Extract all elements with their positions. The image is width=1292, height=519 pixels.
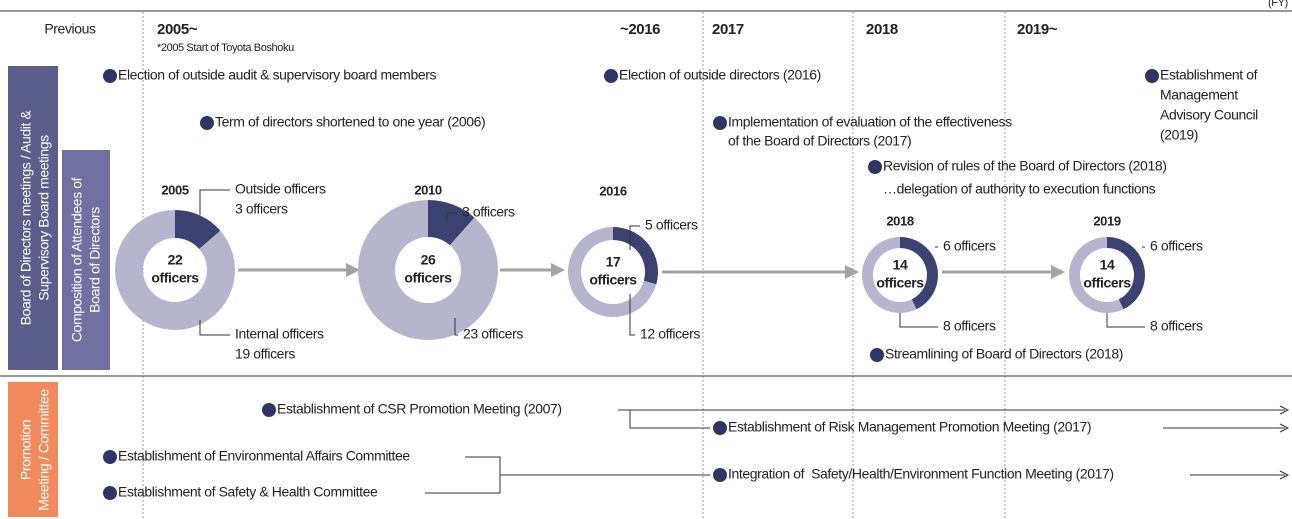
segment-name: Outside officers (235, 181, 326, 197)
leader-line (199, 320, 230, 336)
fy-label: (FY) (1268, 0, 1288, 9)
event-text: of the Board of Directors (2017) (728, 133, 911, 149)
donut-unit: officers (1083, 275, 1131, 291)
leader-line (629, 225, 640, 250)
committee-text: Establishment of Environmental Affairs C… (118, 448, 410, 464)
bullet (870, 348, 884, 362)
connectors (425, 405, 1290, 494)
bullet (713, 468, 727, 482)
event-text: Establishment of (1160, 67, 1258, 83)
section-label: Supervisory Board meetings (36, 135, 52, 301)
donut-segment (175, 210, 221, 250)
bullet (103, 450, 117, 464)
leader-line (629, 294, 635, 336)
donut-total: 26 (421, 252, 436, 268)
donut-total: 22 (168, 252, 183, 268)
column-label: 2018 (866, 21, 898, 38)
event-text: Election of outside directors (2016) (619, 67, 821, 83)
column-label: 2017 (712, 21, 744, 38)
donut-segment (613, 227, 658, 285)
leader-line (199, 189, 230, 215)
column-label: ~2016 (620, 21, 660, 38)
donut-unit: officers (404, 270, 452, 286)
event-text: Election of outside audit & supervisory … (118, 67, 436, 83)
segment-label: 23 officers (463, 326, 523, 342)
committee-text: Establishment of CSR Promotion Meeting (… (277, 401, 562, 417)
subsection-label: Board of Directors (87, 207, 103, 313)
bullet (713, 421, 727, 435)
donut-unit: officers (876, 275, 924, 291)
donut-segment (1069, 237, 1124, 314)
event-text: (2019) (1160, 127, 1198, 143)
leader-line (446, 212, 457, 222)
donut-segment (357, 200, 498, 341)
column-label: Previous (44, 21, 96, 37)
bullet (103, 69, 117, 83)
segment-name: Internal officers (235, 326, 324, 342)
donut-year: 2016 (599, 183, 626, 198)
event-text: Management (1160, 87, 1238, 103)
leader-line (1106, 313, 1145, 328)
segment-label: 3 officers (462, 204, 515, 220)
donut-total: 17 (606, 254, 621, 270)
donut-unit: officers (151, 270, 199, 286)
donut-segment (428, 200, 475, 246)
leader-line (454, 318, 458, 336)
column-label: 2005~ (157, 21, 198, 38)
column-note: *2005 Start of Toyota Boshoku (157, 42, 294, 54)
donut-year: 2005 (161, 182, 188, 197)
segment-label: 12 officers (640, 326, 700, 342)
event-text: …delegation of authority to execution fu… (883, 181, 1156, 197)
donut-total: 14 (1100, 257, 1115, 273)
section-box (8, 66, 58, 370)
bullet (1145, 69, 1159, 83)
donut-year: 2018 (886, 213, 913, 228)
donut-segment (1107, 237, 1145, 310)
leader-line (899, 313, 938, 328)
subsection-label: Composition of Attendees of (69, 177, 85, 342)
bullet (604, 69, 618, 83)
bullet (103, 486, 117, 500)
committee-text: Establishment of Safety & Health Committ… (118, 484, 378, 500)
event-text: Streamlining of Board of Directors (2018… (885, 346, 1123, 362)
donut-segment (900, 237, 938, 310)
subsection-box (62, 150, 110, 370)
segment-label: 8 officers (1150, 318, 1203, 334)
bullet (868, 160, 882, 174)
arrows (238, 263, 1065, 279)
section-box (8, 382, 58, 517)
segment-label: 19 officers (235, 346, 295, 362)
bullet (713, 116, 727, 130)
segment-label: 5 officers (645, 217, 698, 233)
bullet (262, 403, 276, 417)
event-text: Implementation of evaluation of the effe… (728, 114, 1012, 130)
committee-text: Integration of Safety/Health/Environment… (728, 466, 1114, 482)
donut-segment (115, 210, 235, 330)
event-text: Advisory Council (1160, 107, 1258, 123)
donut-total: 14 (893, 257, 908, 273)
event-text: Term of directors shortened to one year … (215, 114, 485, 130)
section-label: Board of Directors meetings / Audit & (18, 110, 34, 326)
donut-year: 2019 (1093, 213, 1120, 228)
column-label: 2019~ (1017, 21, 1058, 38)
donut-unit: officers (589, 272, 637, 288)
donut-segment (862, 237, 917, 314)
committee-text: Establishment of Risk Management Promoti… (728, 419, 1091, 435)
event-text: Revision of rules of the Board of Direct… (883, 158, 1166, 174)
section-label: Promotion (18, 420, 34, 480)
segment-label: 6 officers (1150, 238, 1203, 254)
donut-segment (568, 227, 657, 317)
segment-label: 8 officers (943, 318, 996, 334)
donut-year: 2010 (414, 182, 441, 197)
segment-label: 6 officers (943, 238, 996, 254)
bullet (200, 116, 214, 130)
segment-label: 3 officers (235, 201, 288, 217)
section-label: Meeting / Committee (36, 389, 52, 511)
